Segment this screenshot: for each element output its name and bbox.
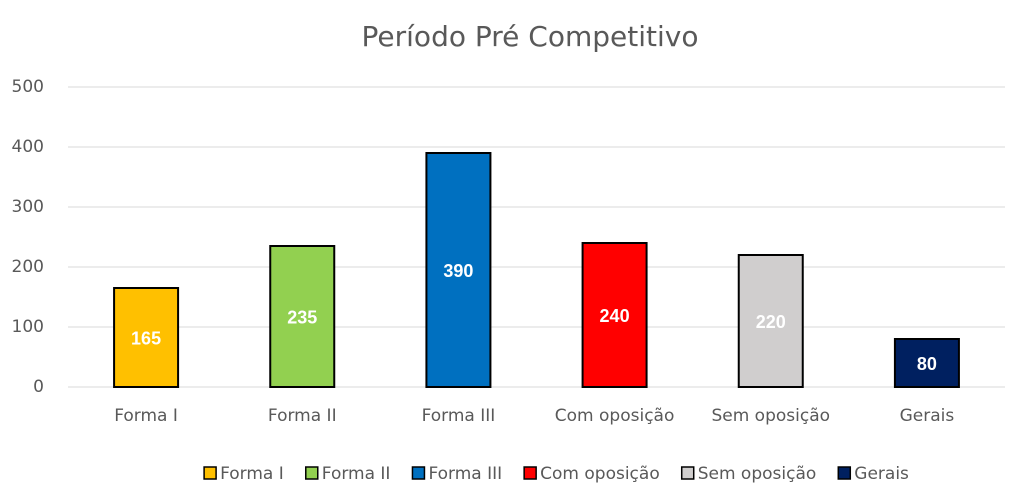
- x-tick-label: Forma I: [114, 406, 178, 426]
- legend: Forma I Forma II Forma III Com oposição Sem …: [203, 464, 909, 484]
- data-label: 165: [131, 328, 161, 348]
- chart-title: Período Pré Competitivo: [362, 20, 699, 53]
- y-tick-label: 100: [12, 317, 44, 337]
- data-label: 220: [756, 312, 786, 332]
- bar: [737, 254, 804, 388]
- legend-swatch: [411, 466, 426, 480]
- y-tick-label: 300: [12, 197, 44, 217]
- data-label: 240: [600, 306, 630, 326]
- bar: [581, 242, 648, 388]
- legend-label: Com oposição: [540, 464, 660, 484]
- legend-label: Gerais: [854, 464, 909, 484]
- y-tick-label: 0: [33, 377, 44, 397]
- bar: [113, 287, 180, 388]
- x-tick-label: Gerais: [900, 406, 955, 426]
- x-tick-label: Sem oposição: [711, 406, 830, 426]
- legend-label: Sem oposição: [698, 464, 817, 484]
- y-tick-label: 200: [12, 257, 44, 277]
- legend-swatch: [305, 466, 319, 480]
- x-tick-label: Forma III: [422, 406, 496, 426]
- legend-label: Forma II: [322, 464, 391, 484]
- data-label: 235: [287, 307, 317, 327]
- bar: [269, 245, 336, 388]
- legend-label: Forma III: [428, 464, 502, 484]
- x-tick-label: Forma II: [268, 406, 337, 426]
- bar: [425, 152, 492, 388]
- legend-label: Forma I: [220, 464, 284, 484]
- data-label: 390: [443, 261, 473, 281]
- legend-swatch: [523, 466, 537, 480]
- x-tick-label: Com oposição: [555, 406, 675, 426]
- y-tick-label: 400: [12, 137, 44, 157]
- legend-swatch: [680, 466, 695, 480]
- bar: [893, 338, 960, 388]
- legend-swatch: [203, 466, 217, 480]
- legend-swatch: [837, 466, 852, 480]
- data-label: 80: [917, 354, 937, 374]
- y-tick-label: 500: [12, 77, 44, 97]
